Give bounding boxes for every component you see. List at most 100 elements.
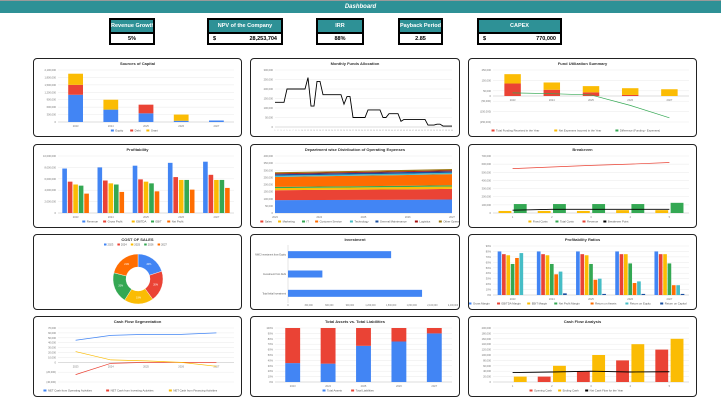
bar-ebitda: [108, 183, 114, 213]
bar-revenue: [167, 162, 173, 213]
x-tick-label: 31: [364, 130, 366, 132]
bar-net-expenses-incurred-in-the-year: [504, 74, 521, 84]
area-customer-service: [275, 174, 452, 187]
y-tick-label: 100%: [266, 326, 273, 330]
x-tick-label: 2024: [108, 364, 114, 368]
bar-ebit: [149, 183, 154, 213]
bar-gross-margin: [536, 251, 541, 295]
x-tick-label: 26: [349, 130, 351, 132]
kpi-currency: $: [483, 36, 487, 42]
y-tick-label: 300,000: [264, 68, 274, 72]
chart-investment[interactable]: Investment 0 300,000 600,000 900,000 1,200,00…: [250, 234, 460, 310]
x-tick-label: 5: [669, 215, 671, 219]
y-tick-label: 0: [55, 360, 57, 364]
legend-label: Net Profit Margin: [559, 301, 580, 305]
bar-ebitda-margin: [580, 254, 585, 295]
x-tick-label: 2: [551, 215, 553, 219]
bar-ebit: [113, 184, 119, 213]
legend-swatch: [582, 220, 586, 223]
bar-total-funding-received-in-the-year: [504, 83, 521, 96]
y-tick-label: 0: [490, 94, 492, 98]
y-tick-label: 80,000: [483, 358, 491, 362]
chart-operating-expenses[interactable]: Department wise Distribution of Operatin…: [250, 144, 460, 228]
kpi-label: NPV of the Company: [209, 20, 281, 34]
bar-revenue: [62, 168, 67, 213]
x-tick-label: 6: [290, 130, 291, 132]
legend-swatch: [144, 243, 147, 246]
legend-swatch: [43, 389, 47, 392]
x-tick-label: 11: [304, 130, 306, 132]
bar-net-profit: [225, 187, 230, 213]
chart-cash-flow-segmentation[interactable]: Cash Flow Segmentation (40,000) (20,000) 0 1…: [33, 316, 242, 397]
x-tick-label: 51: [424, 130, 426, 132]
legend-label: Return on Capital: [665, 301, 687, 305]
y-tick-label: 200,000: [264, 183, 274, 187]
x-tick-label: 10: [301, 130, 303, 132]
bar-ebit-margin: [663, 254, 667, 295]
area-sales: [275, 188, 452, 201]
legend-swatch: [527, 302, 531, 305]
x-tick-label: 13: [310, 130, 312, 132]
chart-cost-of-sales[interactable]: COST OF SALES 2023 2024 2025 2026 2027 20% 20% 1…: [33, 234, 242, 310]
legend-label: Revenue: [87, 219, 99, 223]
x-tick-label: 49: [418, 130, 420, 132]
y-tick-label: 80%: [268, 337, 274, 341]
bar-net-expenses-incurred-in-the-year: [661, 89, 678, 96]
line-breakeven-point: [512, 208, 670, 211]
chart-breakeven[interactable]: Breakeven 0 100,000 200,000 300,000 400,000 50…: [468, 144, 697, 228]
legend-label: EBITDA: [136, 219, 146, 223]
y-tick-label: 0: [55, 120, 57, 124]
x-tick-label: 45: [406, 130, 408, 132]
x-tick-label: 18: [325, 130, 327, 132]
x-tick-label: 2026: [178, 364, 184, 368]
legend-swatch: [603, 220, 607, 223]
y-tick-label: 180,000: [482, 331, 492, 335]
chart-assets-vs-liabilities[interactable]: Total Assets vs. Total Liabilities 0% 10% 2…: [250, 316, 460, 397]
y-tick-label: 50,000: [483, 89, 491, 93]
kpi-value: 770,000: [536, 36, 556, 42]
y-tick-label: 0%: [487, 293, 491, 297]
legend-label: Customer Service: [320, 219, 343, 223]
y-tick-label: 0: [272, 211, 274, 215]
legend-swatch: [497, 302, 501, 305]
kpi-payback-period: Payback Period 2.85: [398, 18, 443, 45]
x-tick-label: 2027: [449, 215, 455, 219]
x-tick-label: 1,800,000: [407, 305, 418, 307]
legend-label: Return on Assets: [595, 301, 617, 305]
y-tick-label: 200,000: [482, 195, 492, 199]
bar-return-on-capital: [563, 293, 567, 295]
bar-ending-cash: [631, 344, 645, 382]
x-tick-label: 2026: [627, 98, 633, 102]
chart-cash-flow-analysis[interactable]: Cash Flow Analysis 0 20,000 40,000 60,000 80,…: [468, 316, 697, 397]
bar-return-on-assets: [671, 285, 676, 295]
x-tick-label: 2027: [431, 384, 437, 388]
y-tick-label: 250,000: [264, 78, 274, 82]
kpi-capex: CAPEX $770,000: [477, 18, 562, 45]
x-tick-label: 2023: [272, 215, 278, 219]
legend-swatch: [82, 220, 86, 223]
y-tick-label: 20%: [486, 282, 492, 286]
y-tick-label: (40,000): [46, 380, 56, 384]
chart-profitability[interactable]: Profitability 0 2,000,000 4,000,000 6,000,00…: [33, 144, 242, 228]
bar-equity: [209, 120, 224, 122]
x-tick-label: 2026: [627, 297, 633, 301]
bar-equity: [138, 113, 154, 122]
legend-swatch: [349, 220, 353, 223]
y-tick-label: 100,000: [264, 197, 274, 201]
x-tick-label: 2023: [290, 384, 296, 388]
legend-label: Revenue: [587, 219, 599, 223]
bar-total-assets: [391, 341, 407, 382]
y-tick-label: (250,000): [480, 120, 491, 124]
y-tick-label: 50,000: [48, 336, 56, 340]
x-tick-label: 37: [382, 130, 384, 132]
y-tick-label: 6,000,000: [44, 177, 56, 181]
chart-profitability-ratios[interactable]: Profitability Ratios 0% 10% 20% 30% 40% 50% 60%…: [468, 234, 697, 310]
bar-opening-cash: [655, 349, 669, 382]
y-tick-label: 400,000: [264, 154, 274, 158]
area-administration: [275, 199, 452, 213]
chart-monthly-funds-allocation[interactable]: Monthly Funds Allocation 0 50,000 100,000 15…: [250, 58, 460, 137]
legend-swatch: [414, 220, 418, 223]
chart-sources-of-capital[interactable]: Sources of Capital 0 300,000 600,000 900,000…: [33, 58, 242, 137]
chart-fund-utilization[interactable]: Fund Utilization Summary (250,000) (150,00…: [468, 58, 697, 137]
y-tick-label: 10%: [486, 288, 492, 292]
